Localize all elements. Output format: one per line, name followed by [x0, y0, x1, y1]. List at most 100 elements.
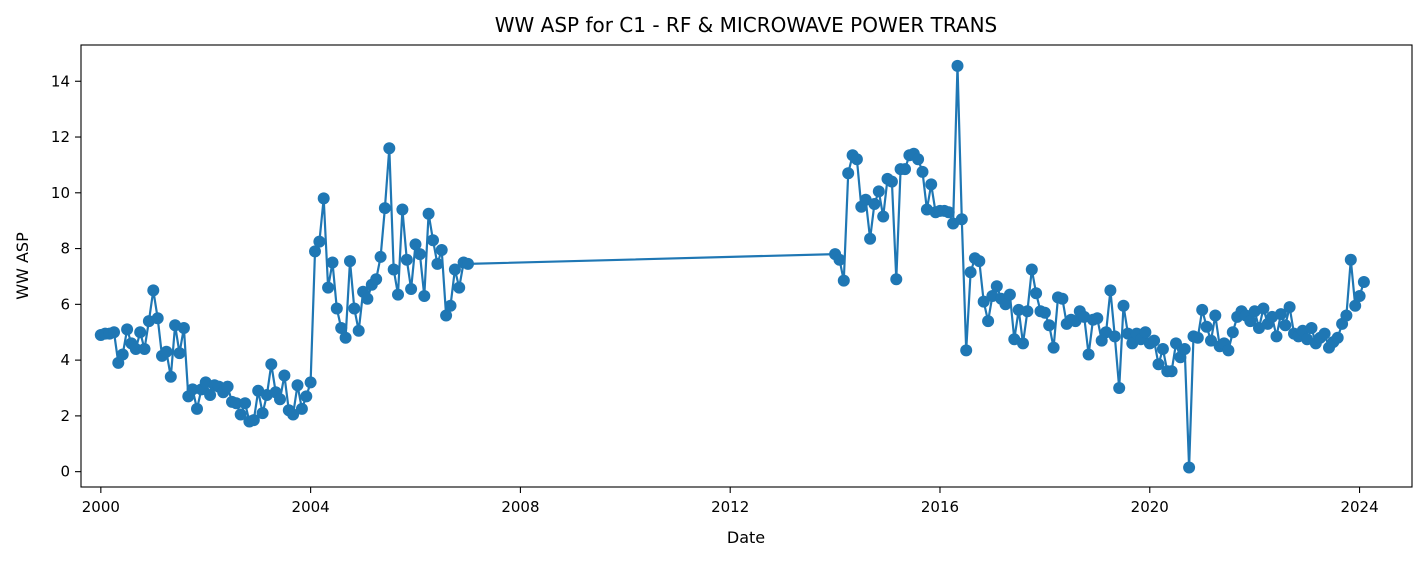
data-point	[1108, 330, 1121, 343]
data-point	[300, 390, 313, 403]
data-point	[1344, 253, 1357, 266]
data-point	[147, 284, 160, 297]
data-point	[977, 295, 990, 308]
plot-frame	[80, 44, 1413, 488]
data-point	[221, 380, 234, 393]
x-tick-label: 2024	[1340, 498, 1378, 516]
data-point	[912, 153, 925, 166]
data-point	[330, 302, 343, 315]
data-point	[448, 263, 461, 276]
data-point	[116, 348, 129, 361]
data-point	[1183, 461, 1196, 474]
data-point	[1305, 322, 1318, 334]
data-point	[850, 153, 863, 166]
data-point	[842, 167, 855, 180]
data-point	[274, 393, 286, 406]
data-point	[837, 274, 850, 287]
data-point	[942, 206, 955, 219]
data-point	[916, 165, 929, 178]
data-point	[1353, 290, 1366, 302]
data-point	[204, 389, 217, 401]
data-point	[1017, 337, 1029, 350]
data-point	[1003, 288, 1016, 301]
data-point	[1200, 320, 1213, 333]
y-tick-label: 6	[60, 295, 70, 313]
data-point	[138, 343, 151, 355]
data-point	[1357, 276, 1370, 288]
data-point	[317, 192, 330, 205]
data-point	[1165, 365, 1178, 378]
data-point	[427, 234, 439, 247]
data-point	[444, 299, 457, 312]
data-point	[1170, 337, 1182, 350]
data-point	[422, 207, 435, 220]
data-point	[348, 302, 361, 315]
data-point	[1091, 312, 1104, 325]
data-point	[1148, 334, 1161, 347]
data-point	[186, 383, 199, 396]
data-point	[234, 408, 247, 421]
data-point	[899, 163, 911, 176]
x-axis-title: Date	[727, 528, 765, 547]
x-tick-label: 2004	[292, 498, 330, 516]
data-point	[326, 256, 339, 269]
data-point	[191, 402, 203, 415]
data-point	[1025, 263, 1038, 276]
data-point	[322, 281, 335, 294]
data-point	[313, 235, 326, 248]
data-point	[1340, 309, 1353, 322]
data-point	[387, 263, 400, 276]
data-point	[1222, 344, 1235, 357]
data-point	[164, 370, 177, 383]
data-point	[999, 298, 1012, 311]
data-point	[1274, 308, 1287, 321]
data-point	[1043, 319, 1056, 332]
data-point	[344, 255, 356, 268]
y-tick-label: 12	[51, 128, 70, 146]
data-point	[1117, 299, 1130, 312]
data-point	[374, 250, 387, 263]
data-point	[418, 290, 431, 302]
data-point	[396, 203, 409, 216]
data-point	[1156, 343, 1169, 355]
y-tick-label: 10	[51, 184, 70, 202]
data-point	[291, 379, 304, 392]
data-point	[890, 273, 903, 286]
data-point	[462, 257, 474, 270]
data-point	[431, 257, 444, 270]
x-tick-label: 2000	[82, 498, 120, 516]
data-point	[295, 402, 308, 415]
data-point	[1226, 326, 1239, 339]
data-point	[877, 210, 890, 223]
data-point	[1113, 382, 1126, 394]
data-point	[1270, 330, 1283, 343]
data-point	[256, 407, 269, 420]
data-point	[1104, 284, 1117, 297]
y-tick-label: 4	[60, 351, 70, 369]
data-point	[1121, 327, 1134, 340]
x-tick-label: 2008	[501, 498, 539, 516]
data-point	[1021, 305, 1034, 318]
data-point	[955, 213, 968, 226]
data-point	[964, 266, 977, 279]
data-point	[1209, 309, 1222, 322]
data-point	[864, 232, 877, 245]
data-point	[265, 358, 278, 371]
data-point	[1152, 358, 1165, 371]
x-tick-label: 2016	[921, 498, 959, 516]
data-point	[1279, 319, 1292, 332]
x-tick-label: 2020	[1131, 498, 1169, 516]
x-axis: 2000 2004 2008 2012 2016 2020 2024	[82, 487, 1379, 516]
data-point	[409, 238, 422, 251]
data-point	[1139, 326, 1152, 339]
data-point	[400, 253, 413, 266]
data-point	[309, 245, 321, 258]
data-point	[951, 59, 964, 72]
data-point	[134, 326, 147, 339]
data-point	[1047, 341, 1060, 354]
data-point	[383, 142, 396, 155]
data-point	[435, 244, 448, 256]
y-tick-label: 8	[60, 240, 70, 258]
data-point	[960, 344, 973, 357]
